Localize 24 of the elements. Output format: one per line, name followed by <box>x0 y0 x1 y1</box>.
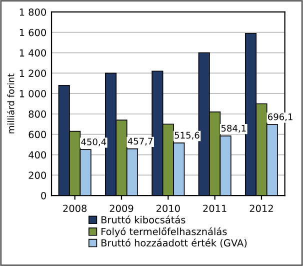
y-tick-label: 200 <box>28 172 46 179</box>
x-tick-label: 2008 <box>63 204 87 212</box>
y-tick-label: 0 <box>41 192 46 200</box>
data-label: 457,7 <box>128 138 152 146</box>
x-tick-label: 2011 <box>203 204 226 212</box>
data-label: 515,6 <box>174 132 200 140</box>
data-label: 584,1 <box>221 124 246 133</box>
legend-label: Bruttó kibocsátás <box>102 216 186 224</box>
y-tick-label: 400 <box>28 151 46 159</box>
x-tick-label: 2009 <box>110 204 134 212</box>
legend-label: Bruttó hozzáadott érték (GVA) <box>102 238 247 248</box>
data-label: 696,1 <box>268 113 292 122</box>
x-tick-label: 2012 <box>250 204 273 212</box>
x-tick-label: 2010 <box>156 204 180 212</box>
y-tick-label: 1 600 <box>20 28 46 36</box>
legend-label: Folyó termelőfelhasználás <box>102 227 227 238</box>
y-tick-label: 800 <box>28 110 46 118</box>
y-tick-label: 1 800 <box>20 8 46 16</box>
y-tick-label: 600 <box>28 130 46 138</box>
y-tick-label: 1 200 <box>20 70 46 77</box>
y-tick-label: 1 000 <box>20 90 46 98</box>
y-axis-title: milliárd forint <box>6 74 14 134</box>
data-label: 450,4 <box>81 138 106 146</box>
y-tick-label: 1 400 <box>20 49 46 57</box>
